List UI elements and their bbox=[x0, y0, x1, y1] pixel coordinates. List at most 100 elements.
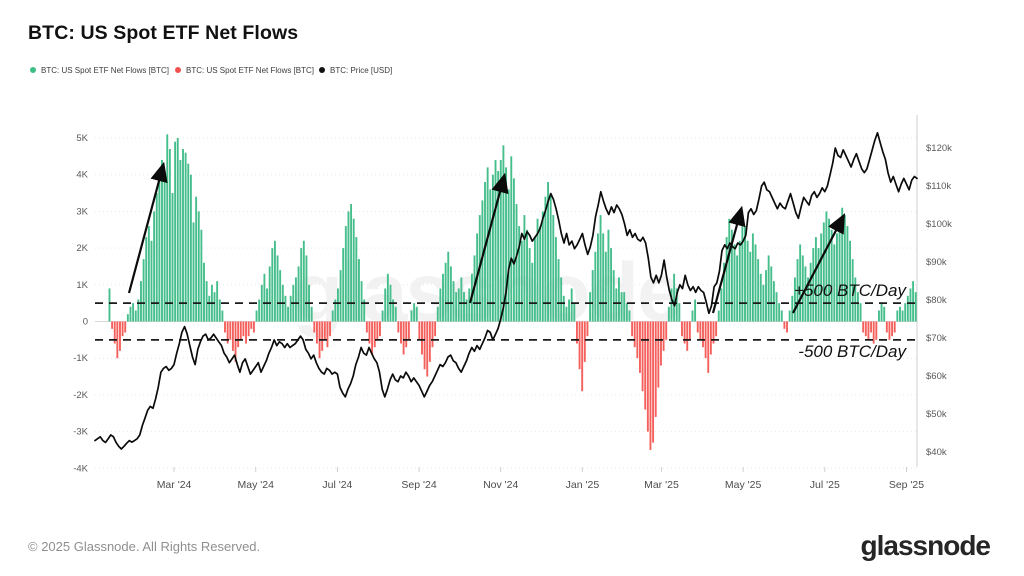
flow-bar-negative bbox=[665, 321, 668, 340]
flow-bar-positive bbox=[717, 310, 720, 322]
flow-bar-negative bbox=[862, 321, 865, 333]
flow-bar-negative bbox=[660, 321, 662, 366]
flow-bar-positive bbox=[625, 303, 628, 322]
flow-bar-positive bbox=[108, 288, 111, 322]
flow-bar-positive bbox=[775, 292, 778, 322]
y-left-tick-label: -1K bbox=[73, 353, 88, 364]
flow-bar-positive bbox=[497, 171, 500, 322]
x-tick-label: Sep '24 bbox=[401, 479, 436, 491]
flow-bar-positive bbox=[200, 229, 203, 322]
flow-bar-positive bbox=[544, 196, 547, 322]
flow-bar-positive bbox=[612, 270, 615, 322]
flow-bar-positive bbox=[137, 299, 140, 322]
legend-item-netflows-positive[interactable]: BTC: US Spot ETF Net Flows [BTC] bbox=[30, 63, 169, 77]
flow-bar-positive bbox=[909, 288, 912, 322]
y-right-tick-label: $50k bbox=[926, 409, 947, 420]
flow-bar-positive bbox=[182, 149, 184, 322]
flow-bar-negative bbox=[646, 321, 649, 432]
flow-bar-negative bbox=[242, 321, 245, 337]
flow-bar-positive bbox=[759, 273, 762, 322]
flow-bar-negative bbox=[654, 321, 657, 417]
flow-bar-positive bbox=[216, 281, 219, 322]
flow-bar-negative bbox=[875, 321, 878, 340]
flow-bar-negative bbox=[116, 321, 119, 359]
flow-bar-negative bbox=[371, 321, 374, 355]
flow-bar-positive bbox=[807, 277, 809, 322]
flow-bar-positive bbox=[260, 284, 263, 322]
flow-bar-negative bbox=[402, 321, 405, 355]
flow-bar-positive bbox=[300, 248, 303, 322]
legend-item-netflows-negative[interactable]: BTC: US Spot ETF Net Flows [BTC] bbox=[175, 63, 314, 77]
flow-bar-positive bbox=[744, 226, 746, 322]
flow-bar-positive bbox=[814, 237, 817, 322]
y-right-tick-label: $70k bbox=[926, 333, 947, 344]
flow-bar-positive bbox=[150, 240, 153, 322]
flow-bar-positive bbox=[342, 248, 345, 322]
flow-bar-negative bbox=[315, 321, 318, 344]
flow-bar-positive bbox=[799, 244, 802, 322]
flow-bar-negative bbox=[397, 321, 400, 333]
chart-legend: BTC: US Spot ETF Net Flows [BTC] BTC: US… bbox=[0, 63, 1024, 79]
flow-bar-positive bbox=[334, 299, 337, 322]
flow-bar-positive bbox=[591, 270, 594, 322]
flow-bar-negative bbox=[631, 321, 634, 337]
flow-bar-positive bbox=[549, 193, 552, 322]
flow-bar-positive bbox=[444, 262, 447, 322]
flow-bar-positive bbox=[184, 152, 187, 322]
flow-bar-positive bbox=[339, 270, 342, 322]
x-tick-label: Mar '25 bbox=[644, 479, 679, 491]
flow-bar-positive bbox=[176, 138, 179, 322]
trend-arrow bbox=[468, 172, 509, 304]
flow-bar-negative bbox=[652, 321, 655, 443]
flow-bar-negative bbox=[870, 321, 873, 333]
y-left-tick-label: 0 bbox=[83, 317, 88, 328]
flow-bar-positive bbox=[533, 237, 536, 322]
flow-bar-positive bbox=[263, 273, 266, 322]
flow-bar-positive bbox=[554, 237, 557, 322]
flow-bar-positive bbox=[284, 295, 287, 322]
flow-bar-positive bbox=[463, 292, 465, 322]
flow-bar-positive bbox=[258, 299, 261, 322]
flow-bar-positive bbox=[468, 288, 471, 322]
flow-bar-positive bbox=[841, 207, 844, 322]
y-left-tick-label: 1K bbox=[76, 280, 88, 291]
flow-bar-negative bbox=[229, 321, 232, 340]
flow-bar-positive bbox=[287, 306, 289, 322]
flow-bar-negative bbox=[864, 321, 867, 337]
flow-bar-positive bbox=[192, 222, 195, 322]
flow-bar-positive bbox=[541, 211, 544, 322]
flow-bar-positive bbox=[899, 306, 901, 322]
flow-bar-positive bbox=[552, 215, 555, 322]
flow-bar-positive bbox=[457, 288, 460, 322]
flow-bar-positive bbox=[447, 251, 450, 322]
flow-bar-positive bbox=[179, 160, 182, 322]
flow-bar-positive bbox=[912, 281, 915, 322]
y-right-tick-label: $110k bbox=[926, 181, 951, 192]
flow-bar-positive bbox=[817, 248, 820, 322]
legend-item-price[interactable]: BTC: Price [USD] bbox=[319, 63, 392, 77]
flow-bar-negative bbox=[373, 321, 376, 348]
flow-bar-positive bbox=[788, 310, 791, 322]
legend-dot-green-icon bbox=[30, 67, 36, 73]
flow-bar-negative bbox=[688, 321, 691, 340]
flow-bar-positive bbox=[384, 288, 387, 322]
flow-bar-positive bbox=[510, 156, 513, 322]
flow-bar-negative bbox=[683, 321, 686, 344]
flow-bar-positive bbox=[793, 277, 796, 322]
flow-bar-positive bbox=[904, 303, 907, 322]
flow-bar-positive bbox=[505, 167, 507, 322]
flow-bar-positive bbox=[161, 160, 163, 322]
flow-bar-positive bbox=[883, 306, 886, 322]
flow-bar-positive bbox=[562, 295, 565, 322]
flow-bar-positive bbox=[381, 310, 384, 322]
flow-bar-positive bbox=[350, 204, 353, 322]
flow-bar-positive bbox=[849, 240, 852, 322]
flow-bar-positive bbox=[778, 303, 781, 322]
flow-bar-negative bbox=[575, 321, 578, 344]
flow-bar-positive bbox=[589, 292, 592, 322]
flow-bar-positive bbox=[804, 266, 807, 322]
x-tick-label: Jan '25 bbox=[566, 479, 600, 491]
flow-bar-positive bbox=[273, 240, 276, 322]
flow-bar-positive bbox=[494, 160, 497, 322]
